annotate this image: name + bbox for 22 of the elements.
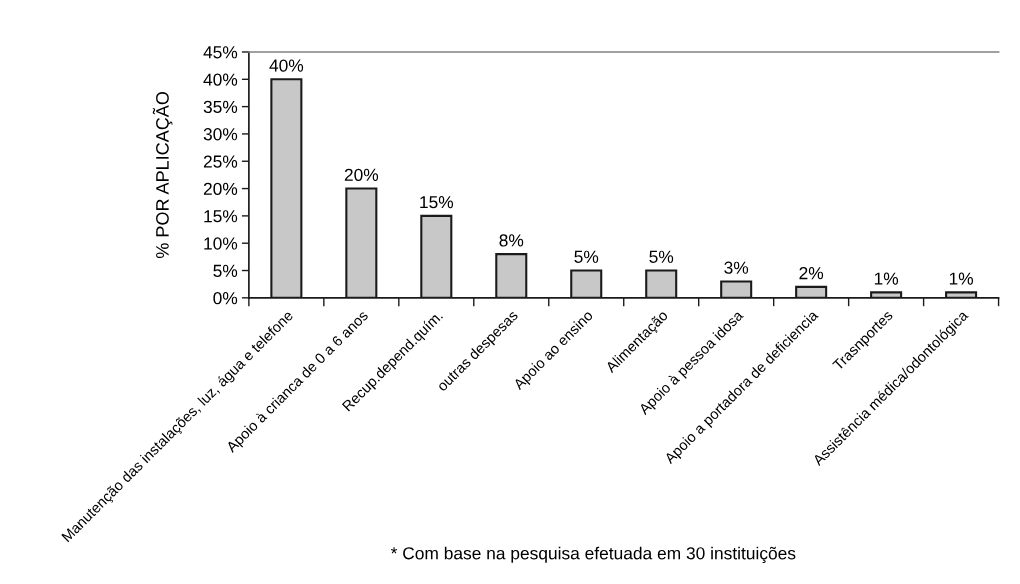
y-axis-title: % POR APLICAÇÃO: [152, 91, 173, 259]
data-label: 1%: [874, 272, 899, 285]
data-label: 1%: [949, 272, 974, 285]
y-tick-label: 25%: [203, 155, 238, 168]
y-tick-label: 45%: [203, 46, 238, 59]
data-label: 5%: [574, 250, 599, 263]
y-tick-label: 20%: [203, 182, 238, 196]
data-label: 5%: [649, 250, 674, 263]
y-tick-label: 10%: [204, 237, 238, 250]
y-tick-label: 35%: [203, 100, 238, 114]
y-tick-label: 40%: [203, 73, 238, 86]
data-label: 20%: [344, 168, 379, 181]
y-tick-label: 0%: [213, 292, 238, 305]
data-label: 2%: [799, 267, 824, 280]
data-label: 3%: [724, 261, 749, 274]
text: * Com base na pesquisa efetuada em 30 instituições: [390, 546, 796, 563]
data-label: 40%: [269, 59, 304, 72]
y-tick-label: 30%: [203, 128, 238, 141]
data-label: 8%: [499, 234, 524, 247]
data-label: 15%: [420, 196, 454, 209]
y-tick-label: 15%: [204, 210, 238, 223]
y-tick-label: 5%: [213, 264, 238, 277]
